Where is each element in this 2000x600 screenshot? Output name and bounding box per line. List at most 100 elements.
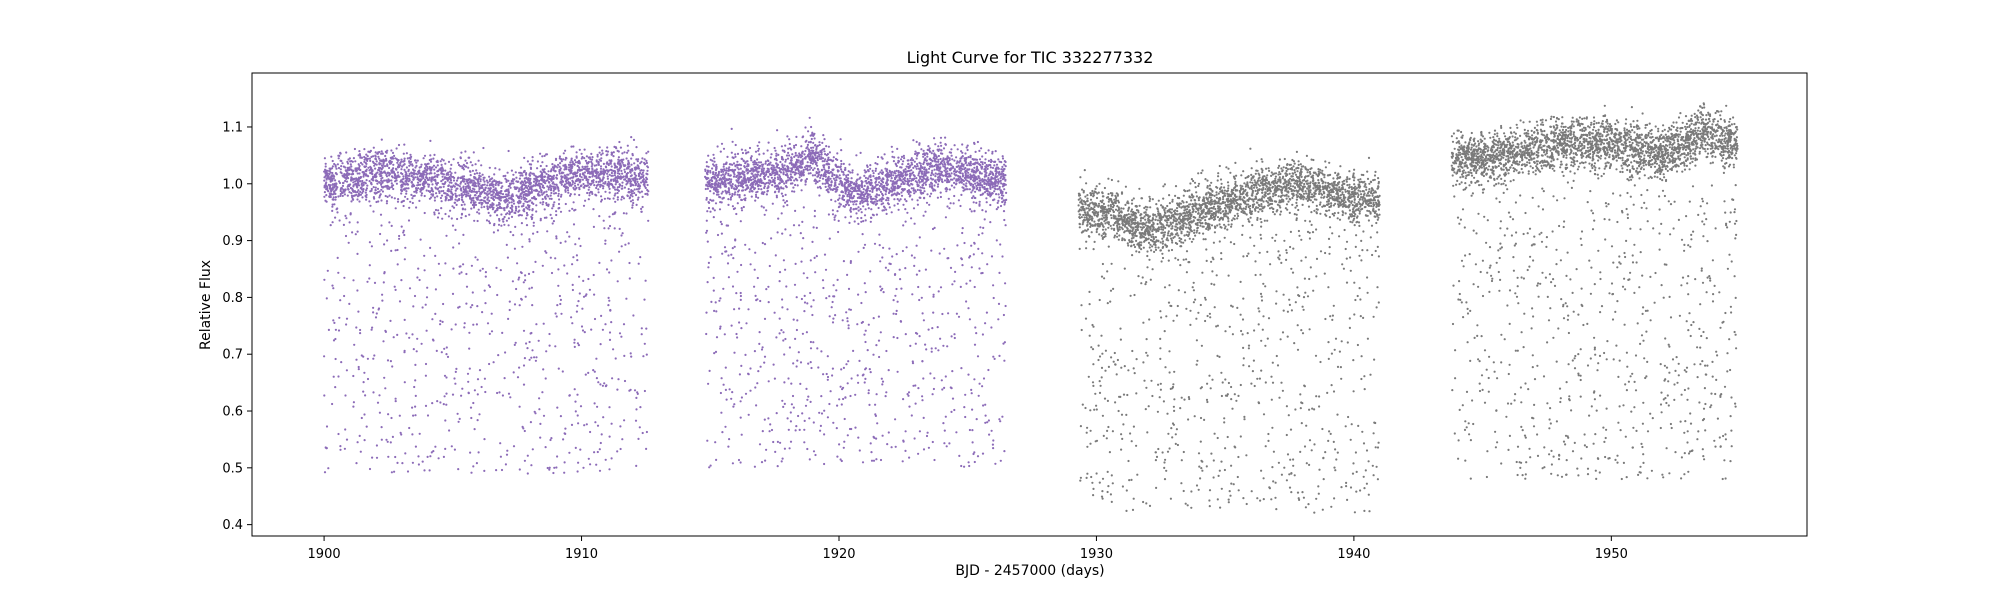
data-point: [413, 385, 416, 389]
data-point: [953, 181, 956, 184]
data-point: [529, 177, 532, 180]
data-point: [971, 168, 974, 171]
data-point: [580, 152, 583, 155]
data-point: [476, 172, 479, 175]
data-point: [641, 171, 645, 174]
data-point: [445, 173, 448, 176]
data-point: [979, 193, 982, 197]
data-point: [608, 331, 612, 334]
data-point: [453, 377, 456, 380]
data-point: [462, 263, 465, 266]
data-point: [359, 180, 362, 183]
data-point: [331, 179, 334, 182]
data-point: [476, 211, 479, 214]
data-point: [766, 149, 769, 152]
data-point: [616, 388, 619, 391]
data-point: [449, 167, 452, 170]
data-point: [334, 172, 337, 175]
data-point: [587, 277, 590, 281]
data-point: [748, 190, 751, 193]
data-point: [953, 186, 956, 189]
data-point: [622, 323, 626, 326]
data-point: [498, 168, 501, 171]
data-point: [916, 165, 919, 168]
data-point: [868, 189, 872, 193]
data-point: [334, 182, 337, 185]
data-point: [444, 447, 447, 450]
data-point: [621, 195, 624, 198]
data-point: [525, 224, 529, 227]
data-point: [640, 210, 643, 213]
data-point: [988, 182, 991, 185]
data-point: [339, 299, 342, 302]
data-point: [493, 211, 496, 214]
data-point: [818, 170, 821, 173]
data-point: [867, 169, 870, 172]
data-point: [1000, 182, 1003, 185]
data-point: [1003, 167, 1006, 171]
data-point: [637, 187, 641, 190]
data-point: [585, 423, 588, 426]
data-point: [474, 182, 477, 185]
data-point: [544, 182, 547, 185]
data-point: [641, 431, 644, 435]
data-point: [907, 192, 910, 195]
data-point: [930, 192, 933, 195]
data-point: [370, 172, 373, 175]
data-point: [363, 371, 366, 374]
data-point: [436, 160, 439, 164]
data-point: [578, 275, 581, 278]
data-point: [512, 202, 516, 205]
data-point: [400, 158, 403, 161]
data-point: [602, 185, 605, 188]
data-point: [492, 361, 495, 364]
data-point: [619, 146, 623, 149]
data-point: [628, 196, 632, 199]
data-point: [985, 197, 988, 200]
data-point: [444, 195, 447, 198]
data-point: [965, 182, 968, 185]
data-point: [608, 197, 611, 200]
data-point: [463, 326, 466, 329]
data-point: [644, 279, 647, 282]
data-point: [796, 184, 799, 187]
data-point: [363, 148, 366, 151]
data-point: [588, 167, 591, 170]
data-point: [368, 467, 372, 471]
data-point: [445, 376, 448, 379]
data-point: [645, 181, 648, 184]
data-point: [428, 172, 431, 175]
data-point: [466, 194, 470, 197]
data-point: [522, 171, 526, 174]
data-point: [395, 147, 398, 150]
data-point: [380, 152, 383, 155]
data-point: [545, 203, 548, 207]
data-point: [642, 175, 645, 178]
data-point: [520, 233, 523, 236]
data-point: [611, 377, 614, 380]
data-point: [416, 276, 419, 279]
data-point: [390, 182, 393, 185]
data-point: [481, 190, 484, 193]
data-point: [542, 322, 545, 325]
data-point: [500, 468, 504, 472]
data-point: [375, 160, 378, 163]
data-point: [551, 207, 554, 210]
data-point: [467, 166, 470, 169]
data-point: [571, 180, 575, 184]
data-point: [583, 331, 586, 334]
data-point: [545, 172, 548, 175]
data-point: [552, 169, 555, 172]
data-point: [526, 214, 529, 217]
data-point: [456, 217, 459, 221]
data-point: [468, 156, 471, 159]
data-point: [371, 456, 374, 459]
data-point: [564, 240, 567, 243]
data-point: [975, 201, 978, 204]
data-point: [394, 397, 397, 400]
data-point: [906, 211, 909, 214]
data-point: [506, 449, 509, 452]
data-point: [626, 151, 629, 154]
data-point: [458, 417, 461, 420]
